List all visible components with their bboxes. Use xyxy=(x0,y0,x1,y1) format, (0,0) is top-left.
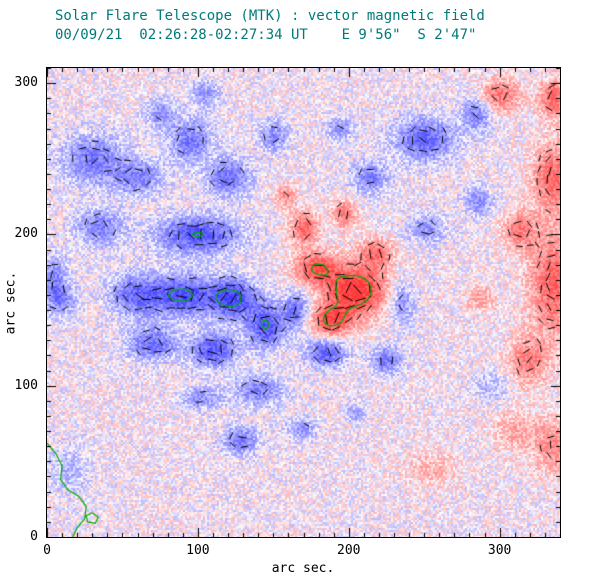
plot-area: arc sec. xyxy=(4,67,561,538)
x-tick-label: 0 xyxy=(43,543,51,558)
x-axis-label: arc sec. xyxy=(271,561,335,576)
x-tick-label: 200 xyxy=(337,543,361,558)
y-tick-label: 100 xyxy=(14,377,38,393)
y-axis-label: arc sec. xyxy=(3,271,19,334)
y-tick-label: 0 xyxy=(30,529,38,544)
chart-subtitle: 00/09/21 02:26:28-02:27:34 UT E 9'56" S … xyxy=(55,27,477,43)
chart-title: Solar Flare Telescope (MTK) : vector mag… xyxy=(55,8,485,24)
x-tick-label: 100 xyxy=(186,543,210,558)
x-tick-label: 300 xyxy=(487,543,512,558)
y-tick-label: 300 xyxy=(14,75,38,91)
y-tick-label: 200 xyxy=(14,226,38,242)
magnetogram-canvas xyxy=(47,68,560,537)
